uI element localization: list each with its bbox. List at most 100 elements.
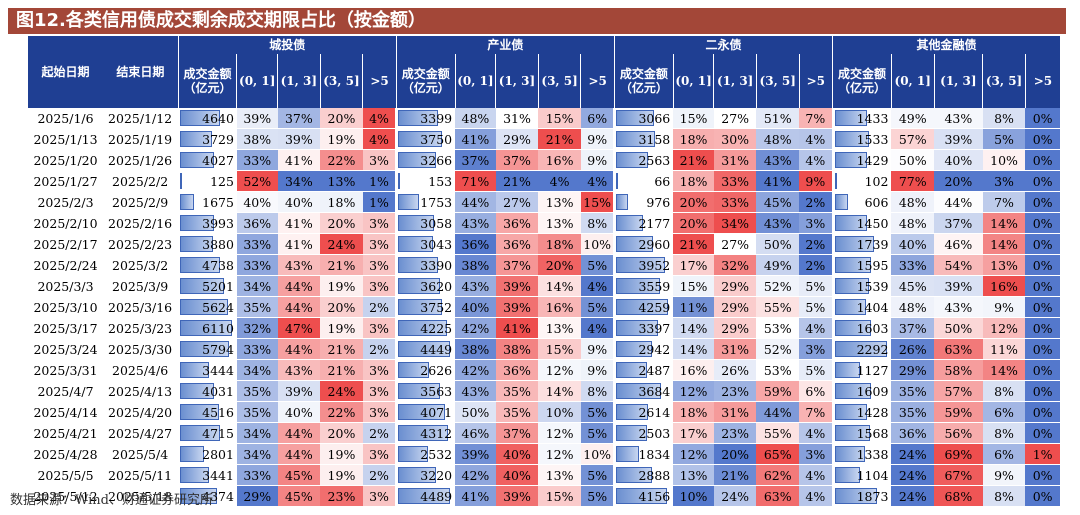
table-row: 2025/4/14 2025/4/20 4516 35% 40% 22% 3% 4071 50%… bbox=[28, 401, 1060, 423]
volume-value: 2292 bbox=[856, 341, 889, 357]
share-cell: 0% bbox=[1025, 275, 1060, 297]
share-cell: 9% bbox=[580, 149, 615, 171]
volume-cell: 153 bbox=[395, 170, 456, 192]
volume-bar bbox=[834, 425, 871, 441]
share-cell: 30% bbox=[713, 128, 757, 150]
volume-cell: 1433 bbox=[831, 108, 892, 129]
volume-cell: 1404 bbox=[831, 296, 892, 318]
volume-cell: 4027 bbox=[177, 149, 237, 171]
table-row: 2025/3/17 2025/3/23 6110 32% 47% 19% 3% 4225 42%… bbox=[28, 317, 1060, 339]
volume-bar bbox=[616, 446, 639, 462]
share-cell: 31% bbox=[713, 401, 757, 423]
volume-cell: 3752 bbox=[395, 296, 456, 318]
volume-value: 3043 bbox=[420, 236, 453, 252]
volume-value: 3058 bbox=[420, 215, 453, 231]
volume-value: 6110 bbox=[202, 320, 234, 336]
volume-value: 153 bbox=[428, 173, 453, 189]
start-date-cell: 2025/4/21 bbox=[28, 422, 104, 444]
volume-cell: 2563 bbox=[613, 149, 674, 171]
volume-cell: 4449 bbox=[395, 338, 456, 360]
share-cell: 15% bbox=[673, 108, 714, 129]
volume-cell: 4374 bbox=[177, 485, 237, 507]
volume-cell: 1338 bbox=[831, 443, 892, 465]
share-cell: 39% bbox=[934, 275, 983, 297]
share-cell: 6% bbox=[799, 380, 833, 402]
volume-cell: 102 bbox=[831, 170, 892, 192]
share-cell: 26% bbox=[891, 338, 935, 360]
volume-value: 4259 bbox=[638, 299, 671, 315]
share-cell: 3% bbox=[799, 443, 833, 465]
share-cell: 34% bbox=[236, 443, 278, 465]
volume-cell: 4071 bbox=[395, 401, 456, 423]
share-cell: 50% bbox=[455, 401, 496, 423]
share-cell: 29% bbox=[891, 359, 935, 381]
volume-bar bbox=[834, 110, 868, 126]
share-cell: 22% bbox=[320, 149, 363, 171]
start-date-cell: 2025/3/31 bbox=[28, 359, 104, 381]
share-cell: 29% bbox=[713, 296, 757, 318]
share-cell: 45% bbox=[756, 191, 800, 213]
share-cell: 33% bbox=[236, 254, 278, 276]
share-cell: 41% bbox=[277, 212, 321, 234]
volume-value: 976 bbox=[646, 194, 671, 210]
start-date-cell: 2025/2/24 bbox=[28, 254, 104, 276]
volume-cell: 3563 bbox=[395, 380, 456, 402]
volume-bar bbox=[616, 152, 648, 168]
volume-cell: 2487 bbox=[613, 359, 674, 381]
share-cell: 0% bbox=[1025, 380, 1060, 402]
volume-bar bbox=[616, 173, 619, 189]
share-cell: 65% bbox=[756, 443, 800, 465]
start-date-cell: 2025/3/17 bbox=[28, 317, 104, 339]
share-cell: 33% bbox=[713, 170, 757, 192]
volume-bar bbox=[180, 236, 214, 252]
share-cell: 20% bbox=[320, 212, 363, 234]
share-cell: 0% bbox=[1025, 128, 1060, 150]
share-cell: 48% bbox=[891, 212, 935, 234]
volume-cell: 1609 bbox=[831, 380, 892, 402]
volume-bar bbox=[834, 320, 871, 336]
share-cell: 37% bbox=[455, 149, 496, 171]
share-cell: 21% bbox=[320, 359, 363, 381]
subheader-g1-m2: (1, 3] bbox=[495, 54, 539, 108]
share-cell: 38% bbox=[495, 338, 539, 360]
end-date-cell: 2025/5/18 bbox=[103, 485, 179, 507]
share-cell: 16% bbox=[673, 359, 714, 381]
volume-value: 3620 bbox=[420, 278, 453, 294]
share-cell: 37% bbox=[891, 317, 935, 339]
share-cell: 44% bbox=[455, 191, 496, 213]
volume-bar bbox=[398, 173, 401, 189]
subheader-g0-m2: (1, 3] bbox=[277, 54, 321, 108]
volume-cell: 3397 bbox=[613, 317, 674, 339]
volume-bar bbox=[834, 341, 887, 357]
share-cell: 19% bbox=[320, 464, 363, 486]
volume-value: 2177 bbox=[638, 215, 671, 231]
share-cell: 18% bbox=[320, 191, 363, 213]
share-cell: 43% bbox=[455, 275, 496, 297]
start-date-cell: 2025/2/17 bbox=[28, 233, 104, 255]
volume-bar bbox=[180, 194, 195, 210]
title-bar: 图12.各类信用债成交剩余成交期限占比（按金额） bbox=[8, 8, 1066, 34]
share-cell: 36% bbox=[891, 422, 935, 444]
share-cell: 12% bbox=[538, 422, 581, 444]
share-cell: 2% bbox=[362, 464, 397, 486]
volume-cell: 2614 bbox=[613, 401, 674, 423]
share-cell: 21% bbox=[538, 128, 581, 150]
volume-value: 1595 bbox=[856, 257, 889, 273]
share-cell: 3% bbox=[362, 401, 397, 423]
share-cell: 9% bbox=[580, 128, 615, 150]
volume-cell: 3158 bbox=[613, 128, 674, 150]
volume-cell: 2888 bbox=[613, 464, 674, 486]
share-cell: 11% bbox=[982, 338, 1026, 360]
share-cell: 35% bbox=[495, 380, 539, 402]
share-cell: 41% bbox=[455, 128, 496, 150]
share-cell: 0% bbox=[1025, 191, 1060, 213]
share-cell: 15% bbox=[580, 191, 615, 213]
share-cell: 4% bbox=[362, 128, 397, 150]
volume-value: 2888 bbox=[638, 467, 671, 483]
share-cell: 20% bbox=[320, 296, 363, 318]
share-cell: 42% bbox=[455, 359, 496, 381]
share-cell: 44% bbox=[277, 296, 321, 318]
table-body: 2025/1/6 2025/1/12 4640 39% 37% 20% 4% 3399 48% 3… bbox=[28, 108, 1060, 507]
share-cell: 43% bbox=[277, 254, 321, 276]
volume-bar bbox=[834, 488, 878, 504]
